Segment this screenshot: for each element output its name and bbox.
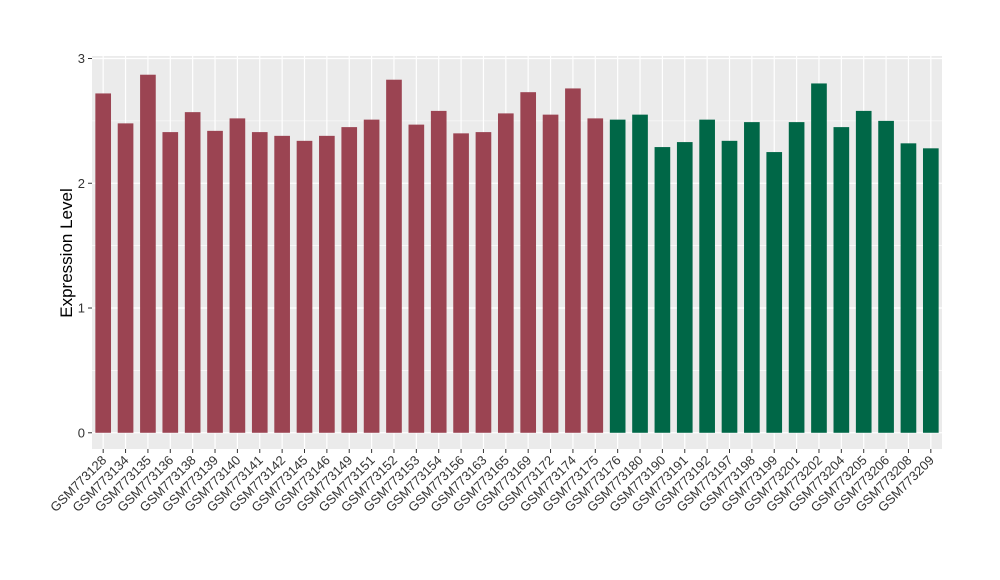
- bar-GSM773128: [95, 93, 112, 433]
- bar-GSM773165: [497, 113, 514, 433]
- bar-GSM773169: [520, 92, 537, 433]
- y-tick-label: 3: [78, 51, 85, 66]
- bar-GSM773208: [900, 143, 917, 433]
- bars: [95, 74, 939, 433]
- x-axis: GSM773128GSM773134GSM773135GSM773136GSM7…: [47, 449, 937, 515]
- bar-GSM773209: [922, 148, 939, 433]
- bar-GSM773135: [140, 74, 156, 433]
- bar-GSM773139: [207, 130, 223, 433]
- bar-GSM773191: [676, 142, 693, 433]
- bar-GSM773152: [386, 79, 402, 433]
- bar-GSM773138: [184, 112, 201, 433]
- bar-GSM773202: [811, 83, 827, 433]
- y-axis-title: Expression Level: [57, 188, 76, 317]
- bar-GSM773174: [565, 88, 581, 433]
- y-tick-label: 1: [78, 301, 85, 316]
- bar-GSM773199: [766, 152, 783, 433]
- bar-GSM773156: [453, 133, 469, 433]
- bar-GSM773175: [587, 118, 604, 433]
- bar-GSM773206: [878, 120, 894, 433]
- y-tick-label: 0: [78, 425, 85, 440]
- bar-GSM773198: [744, 122, 760, 433]
- bar-GSM773151: [363, 119, 380, 433]
- bar-GSM773201: [788, 122, 805, 433]
- bar-GSM773140: [229, 118, 246, 433]
- bar-GSM773142: [274, 135, 290, 433]
- bar-GSM773172: [542, 114, 559, 433]
- bar-GSM773204: [833, 127, 850, 433]
- bar-GSM773205: [855, 110, 872, 433]
- bar-GSM773136: [162, 132, 179, 433]
- bar-GSM773134: [117, 123, 134, 433]
- bar-GSM773180: [632, 114, 648, 433]
- bar-GSM773145: [296, 140, 313, 433]
- bar-GSM773141: [251, 132, 268, 433]
- bar-GSM773192: [699, 119, 715, 433]
- bar-GSM773149: [341, 127, 358, 433]
- bar-GSM773197: [721, 140, 738, 433]
- y-tick-label: 2: [78, 176, 85, 191]
- bar-GSM773154: [430, 110, 447, 433]
- bar-GSM773176: [609, 119, 626, 433]
- y-axis: 0 1 2 3: [78, 51, 92, 440]
- bar-GSM773153: [408, 124, 425, 433]
- bar-GSM773190: [654, 147, 671, 433]
- bar-GSM773163: [475, 132, 492, 433]
- bar-GSM773146: [319, 135, 335, 433]
